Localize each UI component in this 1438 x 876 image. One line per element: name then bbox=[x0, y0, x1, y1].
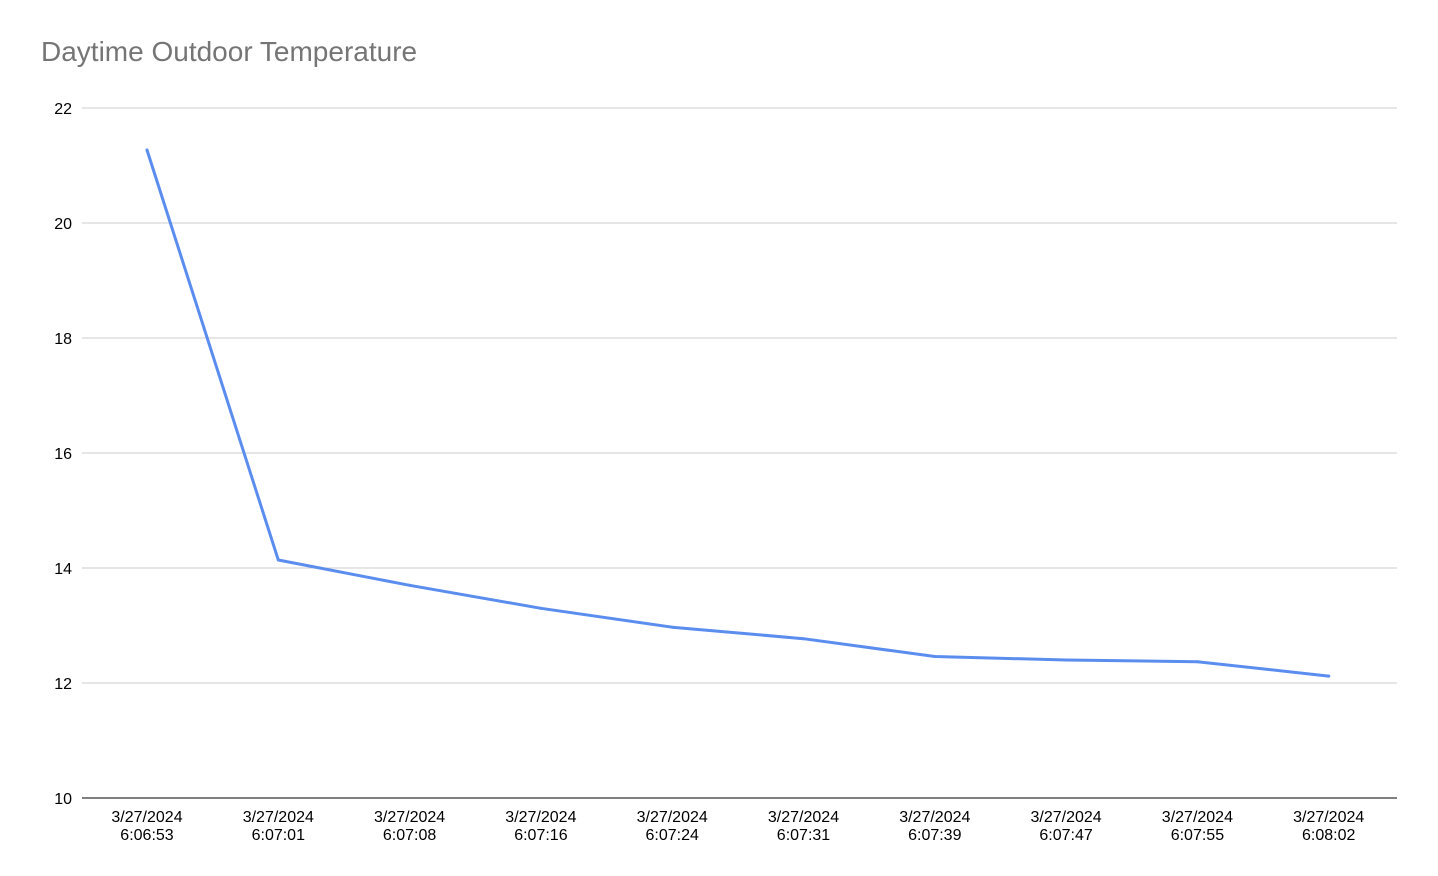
y-tick-label: 16 bbox=[54, 446, 72, 463]
x-tick-label-time: 6:07:55 bbox=[1171, 827, 1224, 844]
x-tick-label-time: 6:07:39 bbox=[908, 827, 961, 844]
x-tick-label-date: 3/27/2024 bbox=[1031, 809, 1102, 826]
y-tick-label: 18 bbox=[54, 331, 72, 348]
gridlines bbox=[82, 107, 1397, 799]
y-axis-ticks: 10 12 14 16 18 20 22 bbox=[54, 101, 72, 808]
data-point bbox=[408, 583, 412, 587]
x-tick-label-date: 3/27/2024 bbox=[637, 809, 708, 826]
x-tick-label-time: 6:07:24 bbox=[646, 827, 699, 844]
series-layer bbox=[145, 148, 1331, 678]
y-tick-label: 12 bbox=[54, 676, 72, 693]
x-tick-label-date: 3/27/2024 bbox=[899, 809, 970, 826]
series-line bbox=[145, 148, 1331, 678]
y-tick-label: 10 bbox=[54, 791, 72, 808]
data-point bbox=[276, 558, 280, 562]
x-tick-label-date: 3/27/2024 bbox=[768, 809, 839, 826]
x-tick-label-time: 6:07:08 bbox=[383, 827, 436, 844]
x-tick-label-date: 3/27/2024 bbox=[1293, 809, 1364, 826]
data-point bbox=[145, 148, 149, 152]
x-tick-label-date: 3/27/2024 bbox=[1162, 809, 1233, 826]
y-tick-label: 20 bbox=[54, 216, 72, 233]
x-axis-ticks: 3/27/20246:06:533/27/20246:07:013/27/202… bbox=[111, 809, 1364, 844]
x-tick-label-time: 6:07:01 bbox=[252, 827, 305, 844]
data-point bbox=[539, 606, 543, 610]
x-tick-label-date: 3/27/2024 bbox=[505, 809, 576, 826]
data-point bbox=[1327, 674, 1331, 678]
x-tick-label-time: 6:06:53 bbox=[120, 827, 173, 844]
data-point bbox=[670, 625, 674, 629]
x-tick-label-date: 3/27/2024 bbox=[243, 809, 314, 826]
data-point bbox=[802, 637, 805, 641]
data-point bbox=[1064, 658, 1068, 662]
x-tick-label-time: 6:07:31 bbox=[777, 827, 830, 844]
x-tick-label-time: 6:07:16 bbox=[514, 827, 567, 844]
chart-title: Daytime Outdoor Temperature bbox=[41, 36, 418, 67]
y-tick-label: 22 bbox=[54, 101, 72, 118]
y-tick-label: 14 bbox=[54, 561, 72, 578]
x-tick-label-time: 6:08:02 bbox=[1302, 827, 1355, 844]
data-point bbox=[1195, 660, 1199, 664]
x-tick-label-time: 6:07:47 bbox=[1039, 827, 1092, 844]
data-point bbox=[933, 655, 937, 659]
x-tick-label-date: 3/27/2024 bbox=[374, 809, 445, 826]
x-tick-label-date: 3/27/2024 bbox=[111, 809, 182, 826]
